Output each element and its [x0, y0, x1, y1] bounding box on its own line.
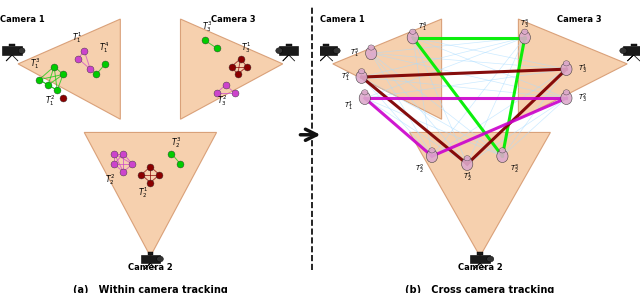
- Bar: [316, 47, 337, 55]
- Polygon shape: [518, 19, 627, 119]
- Polygon shape: [84, 132, 216, 256]
- Text: $T_1^3$: $T_1^3$: [30, 56, 40, 71]
- Text: $T_3^1$: $T_3^1$: [578, 62, 587, 76]
- Text: $T_1^2$: $T_1^2$: [341, 70, 350, 84]
- Circle shape: [620, 48, 627, 54]
- Bar: [141, 255, 160, 263]
- Ellipse shape: [365, 47, 377, 60]
- Circle shape: [563, 90, 570, 95]
- Text: $T_1^4$: $T_1^4$: [418, 20, 427, 34]
- Text: Camera 3: Camera 3: [557, 15, 602, 24]
- Text: (b)   Cross camera tracking: (b) Cross camera tracking: [405, 285, 555, 293]
- Bar: [147, 252, 154, 255]
- Circle shape: [522, 29, 528, 34]
- Text: $T_3^2$: $T_3^2$: [578, 91, 587, 105]
- Ellipse shape: [497, 150, 508, 163]
- Polygon shape: [180, 19, 283, 119]
- Bar: [323, 44, 330, 47]
- Text: $T_1^1$: $T_1^1$: [72, 30, 83, 45]
- Text: Camera 1: Camera 1: [0, 15, 45, 24]
- Bar: [9, 44, 15, 47]
- Polygon shape: [18, 19, 120, 119]
- Ellipse shape: [407, 31, 419, 44]
- Ellipse shape: [461, 158, 473, 171]
- Bar: [286, 44, 292, 47]
- Circle shape: [276, 48, 282, 54]
- Text: $T_3^2$: $T_3^2$: [216, 93, 227, 108]
- Circle shape: [157, 256, 163, 262]
- Text: Camera 3: Camera 3: [211, 15, 255, 24]
- Ellipse shape: [356, 71, 367, 84]
- Text: $T_2^1$: $T_2^1$: [463, 171, 472, 184]
- Polygon shape: [410, 132, 550, 256]
- Text: $T_3^1$: $T_3^1$: [241, 40, 251, 55]
- Circle shape: [362, 90, 368, 95]
- Text: $T_2^2$: $T_2^2$: [105, 172, 115, 187]
- Ellipse shape: [359, 92, 371, 105]
- Text: $T_1^4$: $T_1^4$: [99, 40, 109, 55]
- Text: $T_2^3$: $T_2^3$: [511, 163, 520, 176]
- Bar: [470, 255, 490, 263]
- Circle shape: [499, 148, 506, 153]
- Circle shape: [19, 48, 25, 54]
- Polygon shape: [333, 19, 442, 119]
- Text: $T_1^2$: $T_1^2$: [45, 93, 55, 108]
- Text: $T_1^3$: $T_1^3$: [351, 47, 360, 60]
- Circle shape: [333, 48, 340, 54]
- Bar: [279, 47, 298, 55]
- Text: $T_3^3$: $T_3^3$: [202, 19, 212, 34]
- Circle shape: [358, 69, 365, 74]
- Text: $T_3^3$: $T_3^3$: [520, 18, 529, 31]
- Bar: [630, 44, 637, 47]
- Text: Camera 2: Camera 2: [128, 263, 173, 272]
- Text: $T_2^3$: $T_2^3$: [172, 135, 182, 150]
- Bar: [623, 47, 640, 55]
- Ellipse shape: [561, 63, 572, 76]
- Text: $T_1^1$: $T_1^1$: [344, 99, 353, 113]
- Circle shape: [368, 45, 374, 50]
- Text: Camera 2: Camera 2: [458, 263, 502, 272]
- Circle shape: [563, 61, 570, 66]
- Circle shape: [429, 148, 435, 153]
- Text: Camera 1: Camera 1: [320, 15, 365, 24]
- Ellipse shape: [561, 92, 572, 105]
- Text: $T_2^2$: $T_2^2$: [415, 163, 424, 176]
- Bar: [477, 252, 483, 255]
- Ellipse shape: [519, 31, 531, 44]
- Ellipse shape: [426, 150, 438, 163]
- Circle shape: [486, 256, 494, 262]
- Circle shape: [410, 29, 416, 34]
- Bar: [3, 47, 22, 55]
- Text: $T_2^1$: $T_2^1$: [138, 185, 148, 200]
- Text: (a)   Within camera tracking: (a) Within camera tracking: [73, 285, 228, 293]
- Circle shape: [464, 156, 470, 161]
